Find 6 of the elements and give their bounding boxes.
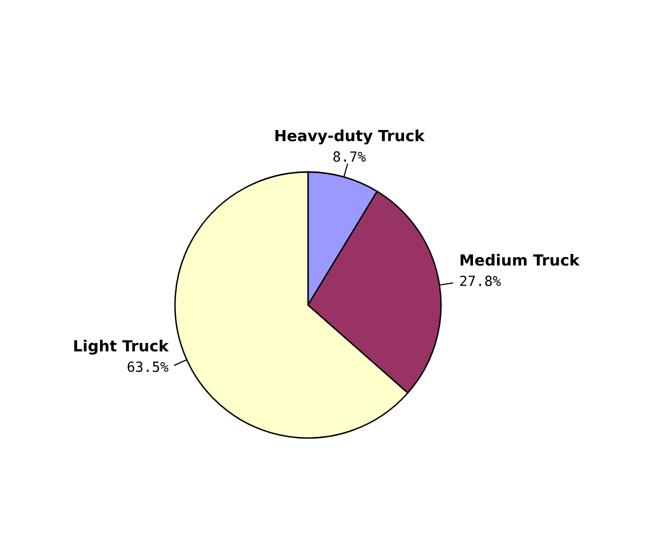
data-label: 63.5%: [128, 362, 168, 372]
slice-label: Medium Truck: [460, 254, 580, 266]
slice-label: Light Truck: [74, 340, 169, 355]
data-label: 27.8%: [460, 276, 501, 286]
data-label: 8.7%: [333, 151, 366, 162]
slice-label: Heavy-duty Truck: [275, 130, 425, 144]
